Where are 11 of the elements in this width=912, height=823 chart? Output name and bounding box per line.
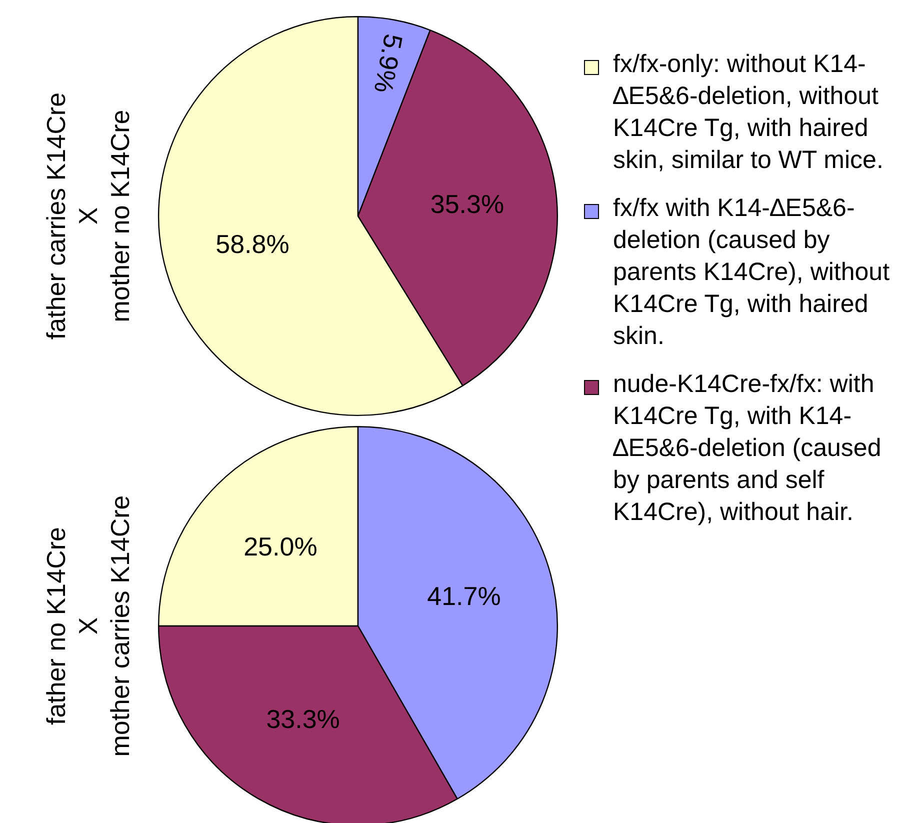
legend-label: fx/fx with K14-∆E5&6-deletion (caused by parents K14Cre), without K14Cre Tg, with haired skin. [613,193,891,352]
legend-label: nude-K14Cre-fx/fx: with K14Cre Tg, with K14-∆E5&6-deletion (caused by parents and self K14Cre), without hair. [613,369,882,528]
data-label: 58.8% [216,229,290,260]
data-label: 33.3% [266,704,340,734]
data-label: 25.0% [244,532,318,562]
data-label: 35.3% [430,189,504,220]
data-label: 41.7% [427,580,501,611]
legend-label: fx/fx-only: without K14-∆E5&6-deletion, without K14Cre Tg, with haired skin, similar to WT mice. [613,49,884,176]
data-label: 5.9% [368,32,409,96]
text: father no K14Cre X mother carries K14Cre [40,494,136,759]
text: father carries K14Cre X mother no K14Cre [40,91,136,342]
